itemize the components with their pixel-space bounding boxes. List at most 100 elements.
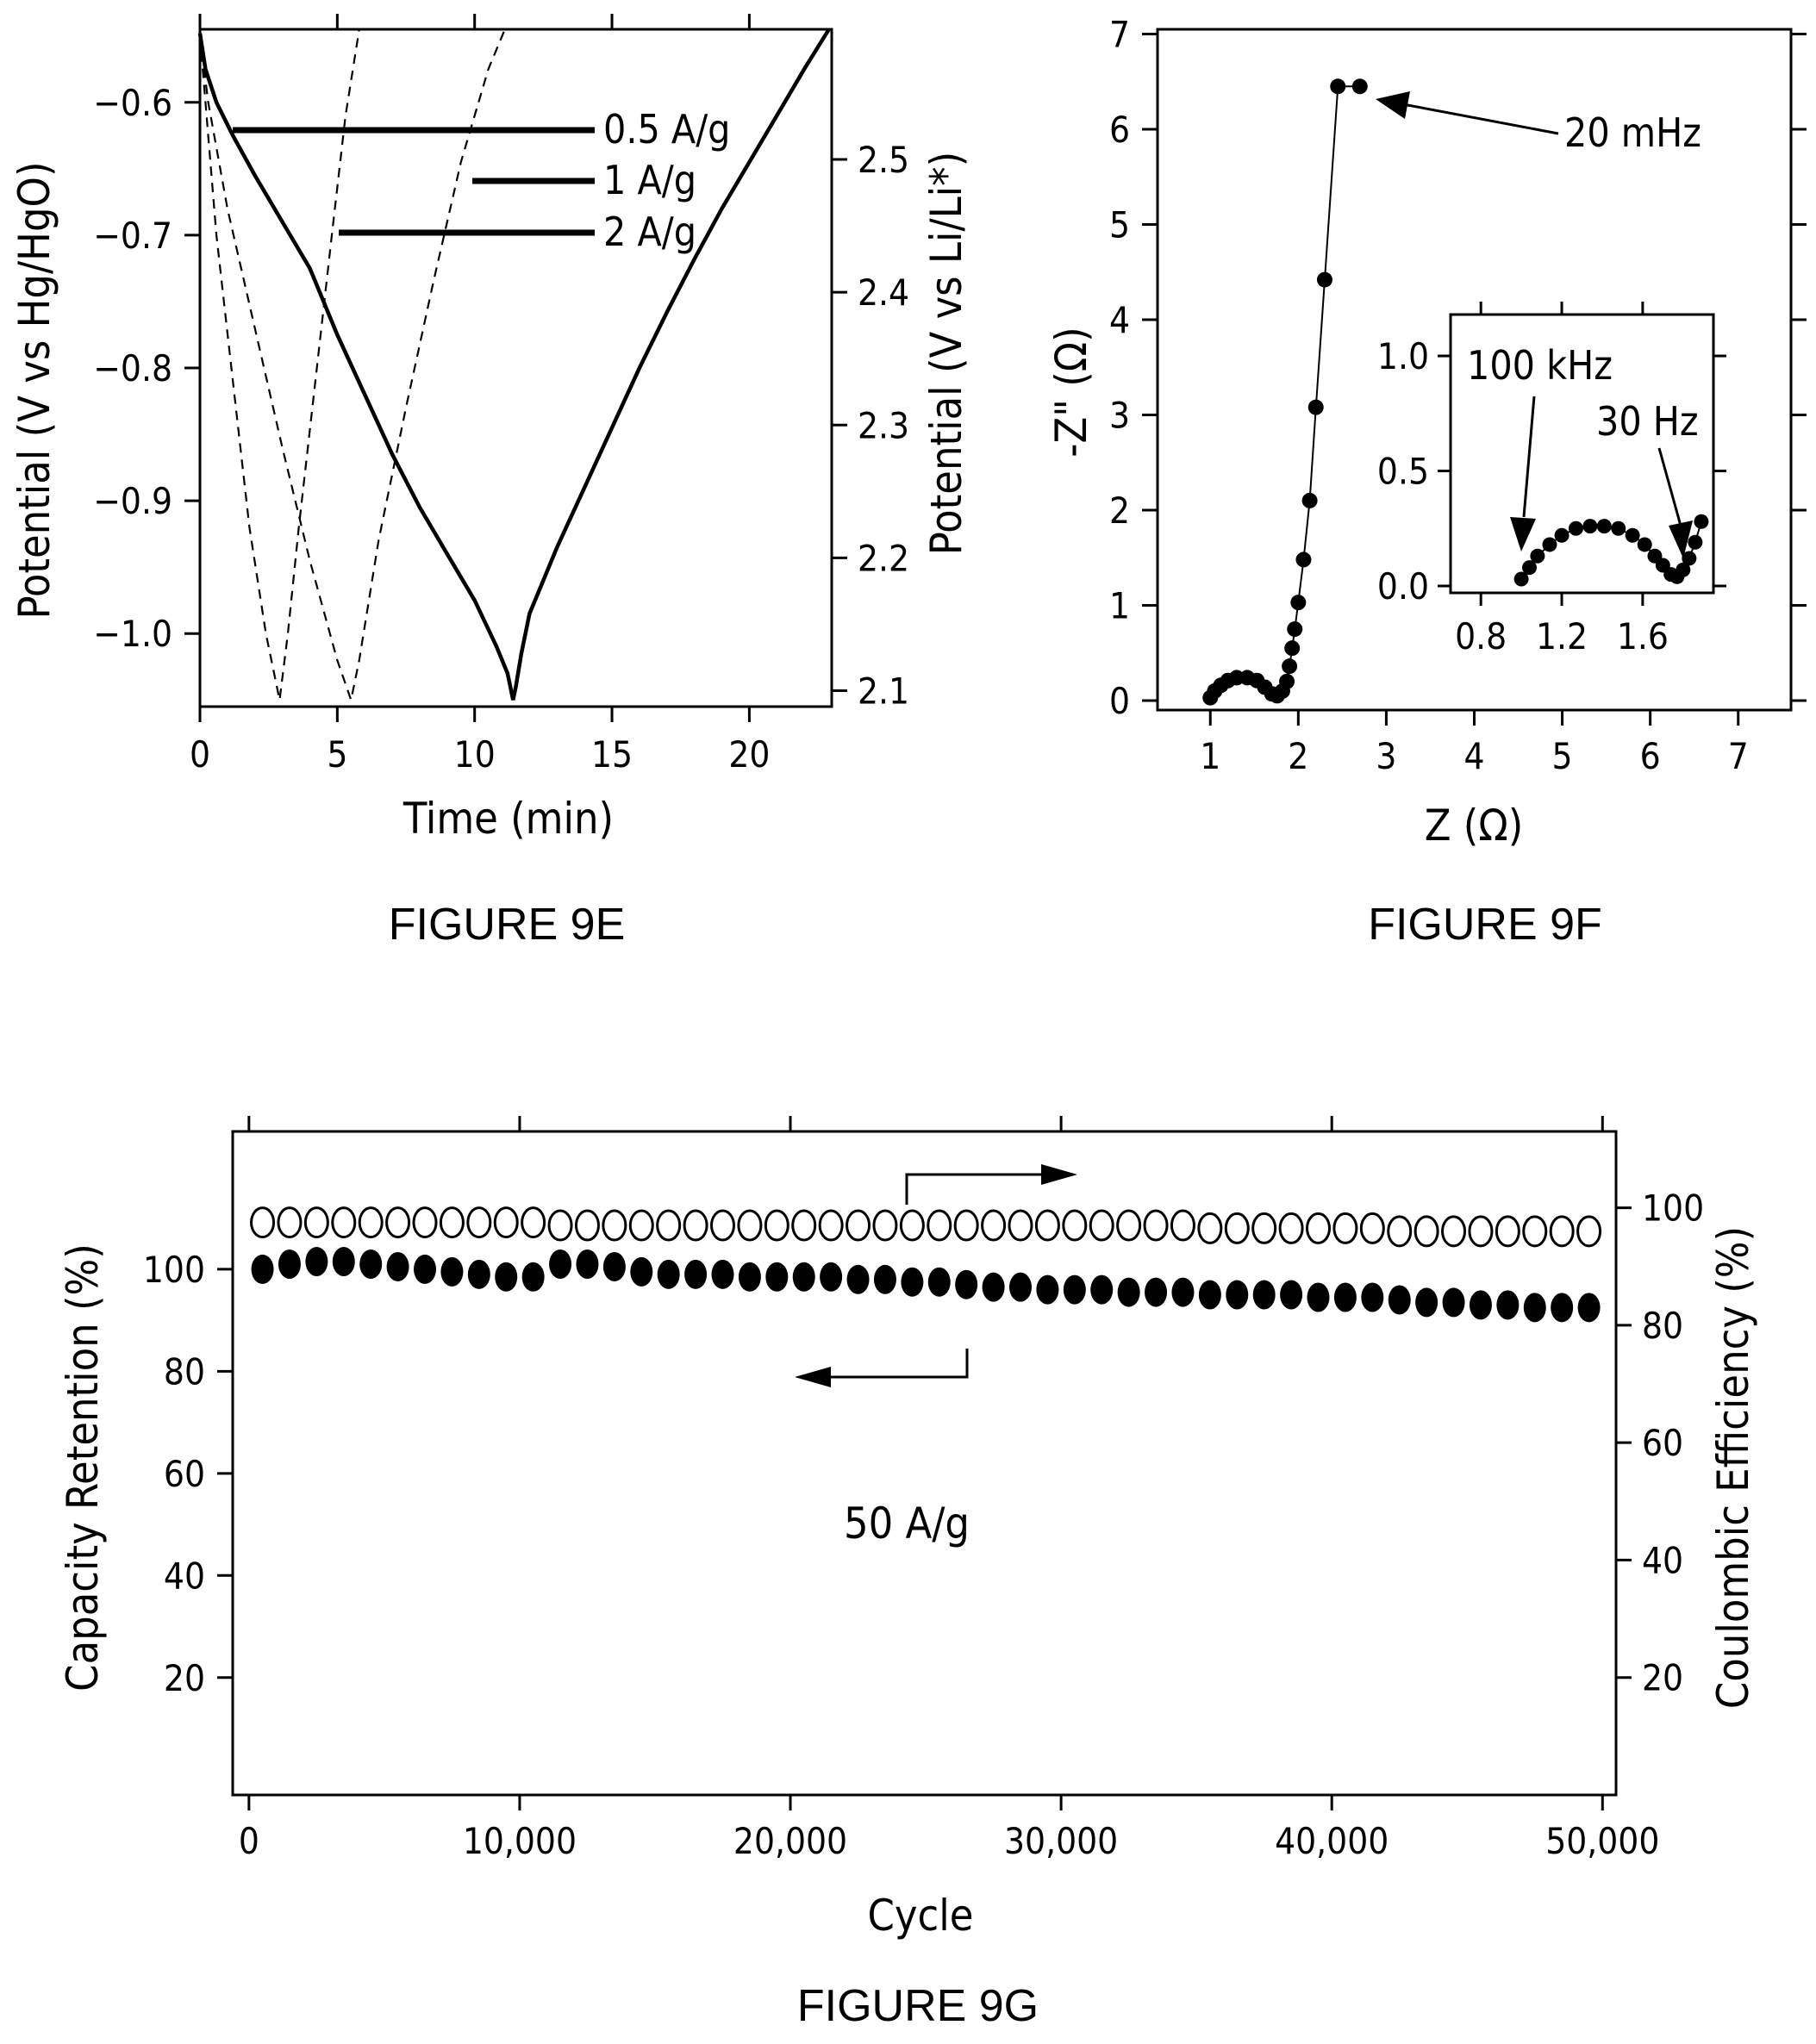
chart-9f-x-tick-label: 7 <box>1728 735 1749 777</box>
chart-9f-x-tick-label: 6 <box>1640 735 1661 777</box>
chart-9e-y2-tick-label: 2.2 <box>858 537 909 579</box>
coulombic-efficiency-point <box>1495 1215 1520 1248</box>
annotation-20mhz-arrowhead <box>1376 91 1410 119</box>
capacity-retention-point <box>386 1251 409 1281</box>
chart-9f-series-line <box>1209 85 1360 699</box>
coulombic-efficiency-point <box>1441 1215 1467 1248</box>
chart-9g-x-tick-label: 40,000 <box>1275 1820 1389 1862</box>
chart-9g-y-tick-label: 80 <box>164 1350 205 1393</box>
inset-y-tick-label: 0.5 <box>1377 451 1429 493</box>
inset-point <box>1596 519 1612 534</box>
capacity-retention-point <box>927 1267 951 1297</box>
chart-9f-x-label: Z (Ω) <box>1425 801 1524 851</box>
inset-point <box>1637 537 1652 552</box>
chart-9f-y-tick-label: 0 <box>1109 680 1130 722</box>
chart-9f-x-tick-label: 5 <box>1552 735 1573 777</box>
capacity-retention-point <box>982 1272 1005 1302</box>
chart-9f-y-tick-label: 1 <box>1109 584 1130 626</box>
chart-9e-y-tick-label: −0.8 <box>93 347 172 389</box>
chart-9f-point <box>1282 658 1298 675</box>
inset-point <box>1568 520 1583 536</box>
chart-9e-y-tick-label: −0.6 <box>93 82 172 124</box>
coulombic-efficiency-point <box>358 1206 384 1239</box>
inset-y-tick-label: 1.0 <box>1377 335 1429 377</box>
annotation-100khz: 100 kHz <box>1467 342 1613 389</box>
chart-9e-x-tick-label: 10 <box>454 733 496 776</box>
chart-9f-point <box>1284 640 1301 657</box>
capacity-retention-point <box>738 1262 761 1292</box>
capacity-retention-point <box>792 1262 815 1292</box>
capacity-retention-point <box>901 1267 924 1297</box>
chart-9e-y2-tick-label: 2.1 <box>858 670 909 713</box>
capacity-retention-point <box>1063 1274 1086 1305</box>
coulombic-efficiency-point <box>331 1206 357 1239</box>
capacity-retention-point <box>657 1259 680 1289</box>
coulombic-efficiency-point <box>602 1209 627 1242</box>
coulombic-efficiency-point <box>277 1206 303 1239</box>
chart-9g-y-tick-label: 60 <box>164 1453 205 1495</box>
coulombic-efficiency-point <box>1008 1209 1033 1242</box>
inset-point <box>1582 519 1598 534</box>
chart-9e-series-1-a-g <box>198 28 506 704</box>
capacity-retention-point <box>1226 1280 1249 1310</box>
coulombic-efficiency-point <box>764 1209 789 1242</box>
chart-9g-y2-tick-label: 60 <box>1642 1422 1683 1464</box>
chart-9g: 0 10,000 20,000 30,000 40,000 50,000 20 40 60 80 1… <box>58 1116 1758 2031</box>
coulombic-efficiency-point <box>493 1206 519 1239</box>
chart-9g-ticks: 0 10,000 20,000 30,000 40,000 50,000 20 40 60 80 1… <box>143 1116 1704 1862</box>
coulombic-efficiency-point <box>1413 1215 1439 1248</box>
capacity-retention-point <box>630 1256 653 1287</box>
chart-9f-x-tick-label: 2 <box>1288 735 1308 777</box>
coulombic-efficiency-point <box>1359 1212 1385 1244</box>
inset-point <box>1522 560 1537 576</box>
capacity-retention-point <box>602 1251 626 1281</box>
capacity-retention-point <box>846 1264 870 1294</box>
coulombic-efficiency-point <box>521 1206 546 1239</box>
chart-9e-y-tick-label: −0.9 <box>93 480 172 522</box>
chart-9e-ticks: 0 5 10 15 20 −0.6 −0.7 −0.8 −0.9 −1.0 2.5 2.4 2.3 2.2… <box>93 14 909 776</box>
inset-x-tick-label: 1.6 <box>1617 615 1669 657</box>
chart-9f-point <box>1295 552 1312 568</box>
chart-9e-y2-label: Potential (V vs Li/Li*) <box>921 152 971 555</box>
capacity-retention-point <box>1252 1280 1276 1310</box>
coulombic-efficiency-point <box>628 1209 654 1242</box>
coulombic-efficiency-point <box>1387 1215 1413 1248</box>
coulombic-efficiency-point <box>1062 1209 1088 1242</box>
inset-data <box>1513 514 1709 587</box>
chart-9g-x-tick-label: 10,000 <box>463 1820 577 1862</box>
chart-9g-x-tick-label: 20,000 <box>733 1820 847 1862</box>
coulombic-efficiency-point <box>1576 1215 1602 1248</box>
coulombic-efficiency-point <box>1170 1209 1195 1242</box>
figure-9f-caption: FIGURE 9F <box>1368 900 1602 950</box>
capacity-retention-point <box>1145 1277 1168 1307</box>
chart-9g-y2-tick-label: 80 <box>1642 1305 1683 1347</box>
capacity-retention-point <box>278 1249 301 1279</box>
chart-9f-point <box>1351 78 1368 95</box>
inset-x-tick-label: 0.8 <box>1455 615 1507 657</box>
coulombic-efficiency-point <box>574 1209 600 1242</box>
capacity-retention-point <box>1009 1272 1033 1302</box>
chart-9e-curves <box>197 28 831 704</box>
chart-9f-y-tick-label: 7 <box>1109 14 1130 56</box>
legend-label-1: 1 A/g <box>603 157 696 203</box>
coulombic-efficiency-point <box>1034 1209 1060 1242</box>
legend-label-2: 2 A/g <box>603 209 696 255</box>
chart-9g-x-label: Cycle <box>868 1891 974 1941</box>
capacity-retention-point <box>1415 1287 1438 1318</box>
chart-9e-legend: 0.5 A/g 1 A/g 2 A/g <box>233 106 730 255</box>
chart-9g-y2-label: Coulombic Efficiency (%) <box>1708 1226 1758 1709</box>
capacity-retention-point <box>711 1259 734 1289</box>
capacity-retention-point <box>549 1249 572 1279</box>
inset-ticks: 0.8 1.2 1.6 0.0 0.5 1.0 <box>1377 302 1726 657</box>
inset-point <box>1694 514 1709 529</box>
chart-9f-y-tick-label: 2 <box>1109 489 1130 532</box>
legend-label-0-5: 0.5 A/g <box>603 106 730 153</box>
annotation-20mhz: 20 mHz <box>1564 109 1701 156</box>
capacity-retention-point <box>495 1262 518 1292</box>
chart-9f-x-tick-label: 1 <box>1200 735 1220 777</box>
chart-9f-inset: 0.8 1.2 1.6 0.0 0.5 1.0 100 kHz 30 Hz <box>1377 302 1726 657</box>
coulombic-efficiency-point <box>1224 1212 1250 1244</box>
chart-9g-y-label: Capacity Retention (%) <box>58 1243 108 1692</box>
inset-point <box>1554 527 1569 543</box>
